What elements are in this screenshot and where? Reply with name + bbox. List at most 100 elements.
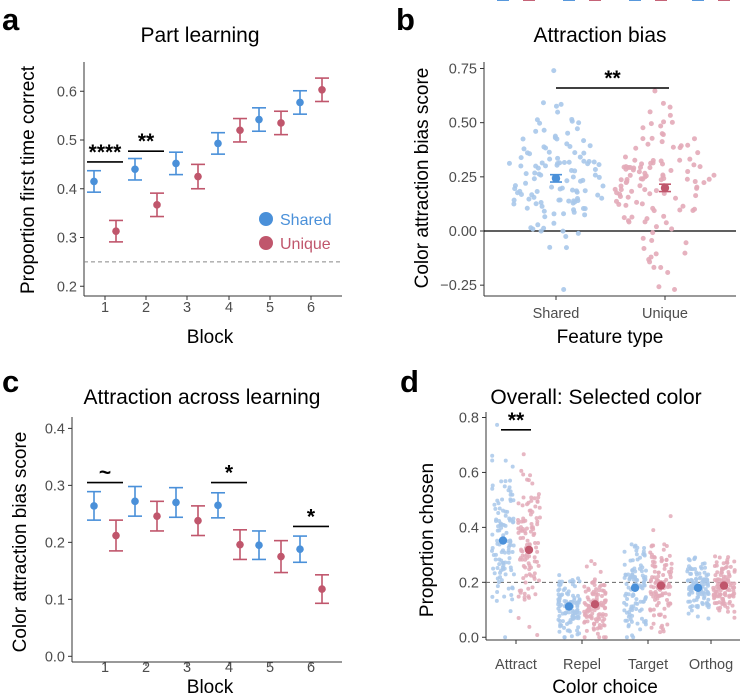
shared-subject-point xyxy=(499,550,504,555)
shared-subject-point xyxy=(635,557,640,562)
unique-subject-point xyxy=(600,588,605,593)
legend-shared-dot xyxy=(259,212,273,226)
unique-point xyxy=(236,126,244,135)
shared-subject-point xyxy=(563,233,569,239)
unique-subject-point xyxy=(516,530,521,535)
shared-subject-point xyxy=(515,190,521,196)
panel-d-title: Overall: Selected color xyxy=(490,386,701,409)
x-tick-label: Orthog xyxy=(689,657,733,673)
shared-subject-point xyxy=(600,183,606,189)
unique-subject-point xyxy=(532,496,537,501)
shared-subject-point xyxy=(694,597,699,602)
legend-shared-label: Shared xyxy=(280,212,332,229)
shared-subject-point xyxy=(497,562,502,567)
unique-subject-point xyxy=(714,589,719,594)
shared-subject-point xyxy=(638,583,643,588)
shared-subject-point xyxy=(706,605,711,610)
y-tick-label: 0.0 xyxy=(459,630,479,646)
shared-subject-point xyxy=(554,136,560,142)
shared-subject-point xyxy=(561,159,567,165)
shared-subject-point xyxy=(535,222,541,228)
shared-subject-point xyxy=(599,195,605,201)
unique-subject-point xyxy=(634,199,640,205)
unique-subject-point xyxy=(521,495,526,500)
shared-subject-point xyxy=(560,619,565,624)
unique-subject-point xyxy=(726,569,731,574)
shared-subject-point xyxy=(503,458,508,463)
shared-subject-point xyxy=(533,163,539,169)
shared-subject-point xyxy=(639,616,644,621)
unique-subject-point xyxy=(659,555,664,560)
shared-subject-point xyxy=(503,572,508,577)
unique-subject-point xyxy=(537,578,542,583)
unique-subject-point xyxy=(535,522,540,527)
shared-subject-point xyxy=(698,575,703,580)
unique-subject-point xyxy=(714,584,719,589)
shared-subject-point xyxy=(553,103,559,109)
shared-subject-point xyxy=(592,166,598,172)
unique-subject-point xyxy=(660,100,666,106)
y-tick-label: 0.6 xyxy=(57,84,77,100)
shared-point xyxy=(255,115,263,124)
shared-subject-point xyxy=(518,163,524,169)
shared-subject-point xyxy=(510,520,515,525)
unique-subject-point xyxy=(524,573,529,578)
unique-subject-point xyxy=(691,162,697,168)
unique-subject-point xyxy=(586,603,591,608)
unique-subject-point xyxy=(652,569,657,574)
unique-subject-point xyxy=(706,176,712,182)
shared-subject-point xyxy=(557,573,562,578)
unique-subject-point xyxy=(524,526,529,531)
unique-subject-point xyxy=(590,580,595,585)
unique-subject-point xyxy=(721,599,726,604)
shared-subject-point xyxy=(538,172,544,178)
y-tick-label: 0.0 xyxy=(45,649,65,665)
x-tick-label: 2 xyxy=(142,660,150,676)
unique-subject-point xyxy=(666,601,671,606)
unique-subject-point xyxy=(663,220,669,226)
shared-subject-point xyxy=(500,497,505,502)
shared-subject-point xyxy=(541,127,547,133)
unique-subject-point xyxy=(653,251,659,257)
unique-subject-point xyxy=(653,224,659,230)
shared-subject-point xyxy=(622,549,627,554)
unique-subject-point xyxy=(587,614,592,619)
unique-subject-point xyxy=(711,172,717,178)
shared-subject-point xyxy=(596,174,602,180)
shared-subject-point xyxy=(562,625,567,630)
shared-subject-point xyxy=(499,525,504,530)
shared-subject-point xyxy=(541,225,547,231)
unique-subject-point xyxy=(595,631,600,636)
unique-subject-point xyxy=(665,598,670,603)
unique-subject-point xyxy=(600,612,605,617)
panel-label-b: b xyxy=(396,2,415,37)
unique-subject-point xyxy=(602,623,607,628)
shared-subject-point xyxy=(685,578,690,583)
shared-point xyxy=(498,536,508,545)
significance-label: ** xyxy=(508,409,525,432)
shared-subject-point xyxy=(642,577,647,582)
unique-subject-point xyxy=(665,269,671,275)
shared-subject-point xyxy=(562,599,567,604)
unique-subject-point xyxy=(685,169,691,175)
unique-subject-point xyxy=(661,547,666,552)
unique-subject-point xyxy=(626,219,632,225)
significance-label: * xyxy=(307,505,316,528)
shared-subject-point xyxy=(531,194,537,200)
shared-subject-point xyxy=(630,608,635,613)
unique-subject-point xyxy=(536,492,541,497)
y-tick-label: 0.3 xyxy=(45,478,65,494)
shared-subject-point xyxy=(506,586,511,591)
unique-subject-point xyxy=(592,608,597,613)
unique-subject-point xyxy=(648,254,654,260)
unique-subject-point xyxy=(583,589,588,594)
shared-subject-point xyxy=(510,464,515,469)
unique-subject-point xyxy=(618,183,624,189)
unique-point xyxy=(194,516,202,525)
unique-subject-point xyxy=(728,564,733,569)
shared-subject-point xyxy=(520,136,526,142)
shared-subject-point xyxy=(643,595,648,600)
shared-subject-point xyxy=(568,620,573,625)
shared-subject-point xyxy=(574,196,580,202)
